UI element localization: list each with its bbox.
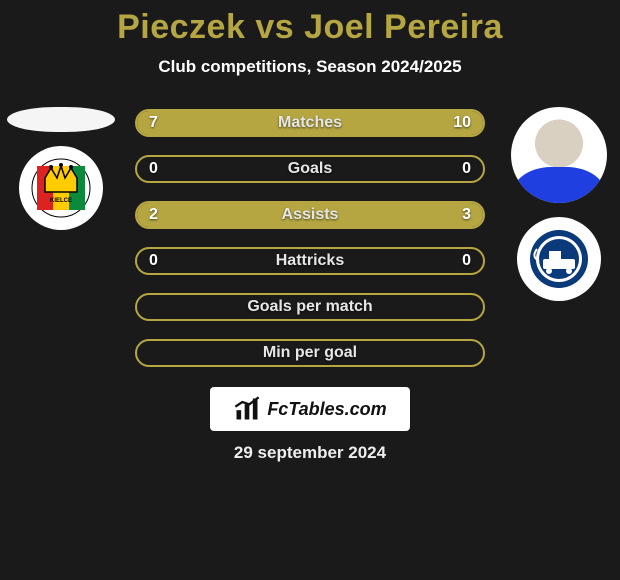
stat-value-right: 0 <box>462 160 471 178</box>
branding-text: FcTables.com <box>267 399 386 420</box>
stat-label: Goals <box>288 160 332 178</box>
stat-value-left: 0 <box>149 160 158 178</box>
stat-label: Min per goal <box>263 344 357 362</box>
stat-value-right: 0 <box>462 252 471 270</box>
page-title: Pieczek vs Joel Pereira <box>117 8 503 47</box>
stat-row: 2 3 Assists <box>135 201 485 229</box>
stat-value-left: 0 <box>149 252 158 270</box>
page-subtitle: Club competitions, Season 2024/2025 <box>158 57 461 77</box>
club-badge-left: KIELCE <box>19 146 103 230</box>
main-content: KIELCE 7 10 Matches 0 0 Goals 2 3 <box>0 97 620 580</box>
left-player-column: KIELCE <box>6 107 116 230</box>
comparison-card: Pieczek vs Joel Pereira Club competition… <box>0 0 620 580</box>
stat-label: Assists <box>282 206 339 224</box>
stat-value-left: 7 <box>149 114 158 132</box>
chart-icon <box>233 395 261 423</box>
stat-row: 7 10 Matches <box>135 109 485 137</box>
lech-crest-icon <box>529 229 589 289</box>
stat-value-right: 3 <box>462 206 471 224</box>
date-label: 29 september 2024 <box>0 443 620 463</box>
stat-label: Goals per match <box>247 298 372 316</box>
stat-row: 0 0 Hattricks <box>135 247 485 275</box>
club-badge-right <box>517 217 601 301</box>
stat-row: 0 0 Goals <box>135 155 485 183</box>
stat-row: Min per goal <box>135 339 485 367</box>
stat-value-right: 10 <box>453 114 471 132</box>
stat-label: Matches <box>278 114 342 132</box>
branding-badge[interactable]: FcTables.com <box>210 387 410 431</box>
stat-row: Goals per match <box>135 293 485 321</box>
stat-label: Hattricks <box>276 252 344 270</box>
player-photo-right <box>511 107 607 203</box>
player-photo-left <box>7 107 115 132</box>
svg-text:KIELCE: KIELCE <box>50 198 72 204</box>
stat-bars: 7 10 Matches 0 0 Goals 2 3 Assists 0 0 Hattricks Goa… <box>135 109 485 367</box>
right-player-column <box>504 107 614 301</box>
korona-crest-icon: KIELCE <box>31 158 91 218</box>
stat-fill-left <box>137 111 279 135</box>
stat-value-left: 2 <box>149 206 158 224</box>
